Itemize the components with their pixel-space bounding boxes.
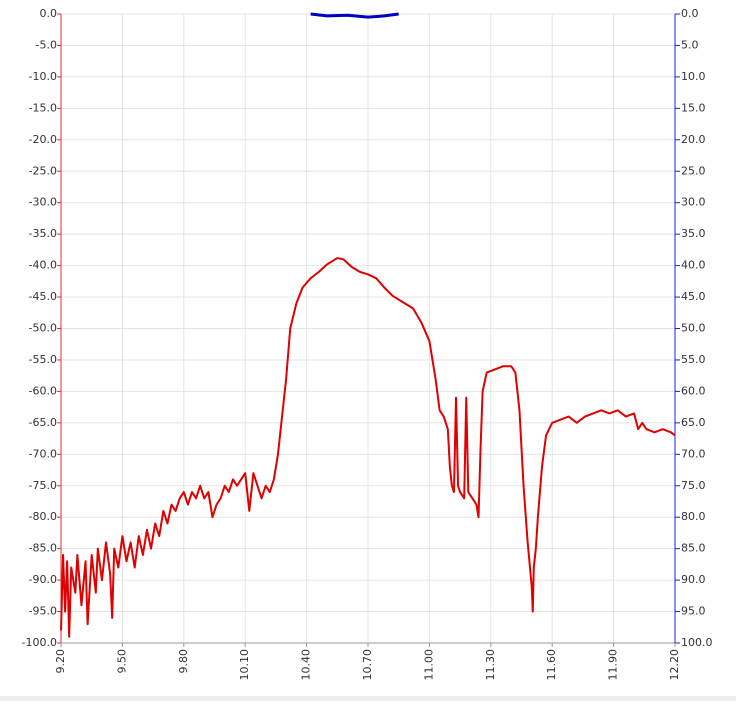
x-tick-label: 11.00 — [422, 649, 435, 681]
y-tick-label: -25.0 — [29, 164, 57, 177]
y-tick-label: -55.0 — [29, 353, 57, 366]
y-tick-label: 0.0 — [40, 7, 58, 20]
x-tick-label: 9.20 — [54, 649, 67, 674]
y2-tick-label: 35.0 — [681, 227, 706, 240]
x-tick-label: 9.50 — [115, 649, 128, 674]
y-tick-label: -35.0 — [29, 227, 57, 240]
x-tick-label: 9.80 — [177, 649, 190, 674]
y-tick-label: -10.0 — [29, 70, 57, 83]
y2-tick-label: 20.0 — [681, 133, 706, 146]
y2-tick-label: 70.0 — [681, 447, 706, 460]
y2-tick-label: 0.0 — [681, 7, 699, 20]
y2-tick-label: 25.0 — [681, 164, 706, 177]
y2-tick-label: 5.0 — [681, 38, 699, 51]
data-line — [310, 12, 399, 19]
y-tick-label: -90.0 — [29, 573, 57, 586]
y2-tick-label: 75.0 — [681, 479, 706, 492]
y2-tick-label: 90.0 — [681, 573, 706, 586]
y-tick-label: -60.0 — [29, 384, 57, 397]
x-tick-label: 10.10 — [238, 649, 251, 681]
y-tick-label: -50.0 — [29, 322, 57, 335]
y2-tick-label: 65.0 — [681, 416, 706, 429]
y2-tick-label: 80.0 — [681, 510, 706, 523]
y-tick-label: -65.0 — [29, 416, 57, 429]
y2-tick-label: 85.0 — [681, 542, 706, 555]
y-tick-label: -15.0 — [29, 101, 57, 114]
x-tick-label: 11.90 — [607, 649, 620, 681]
y2-tick-label: 55.0 — [681, 353, 706, 366]
y-tick-label: -70.0 — [29, 447, 57, 460]
y2-tick-label: 10.0 — [681, 70, 706, 83]
data-line — [60, 257, 676, 638]
y-tick-label: -75.0 — [29, 479, 57, 492]
y2-tick-label: 45.0 — [681, 290, 706, 303]
x-tick-label: 11.30 — [484, 649, 497, 681]
y-tick-label: -80.0 — [29, 510, 57, 523]
y2-tick-label: 60.0 — [681, 384, 706, 397]
x-tick-label: 10.40 — [300, 649, 313, 681]
x-tick-label: 11.60 — [545, 649, 558, 681]
y2-tick-label: 15.0 — [681, 101, 706, 114]
y-tick-label: -30.0 — [29, 196, 57, 209]
y2-tick-label: 50.0 — [681, 322, 706, 335]
y-tick-label: -5.0 — [36, 38, 57, 51]
x-tick-label: 12.20 — [668, 649, 681, 681]
y-tick-label: -85.0 — [29, 542, 57, 555]
y2-tick-label: 40.0 — [681, 259, 706, 272]
y-tick-label: -40.0 — [29, 259, 57, 272]
y-tick-label: -100.0 — [22, 636, 57, 649]
y-tick-label: -95.0 — [29, 605, 57, 618]
footer-strip — [0, 696, 736, 701]
y-tick-label: -45.0 — [29, 290, 57, 303]
y2-tick-label: 95.0 — [681, 605, 706, 618]
x-tick-label: 10.70 — [361, 649, 374, 681]
y2-tick-label: 30.0 — [681, 196, 706, 209]
y2-tick-label: 100.0 — [681, 636, 713, 649]
y-tick-label: -20.0 — [29, 133, 57, 146]
